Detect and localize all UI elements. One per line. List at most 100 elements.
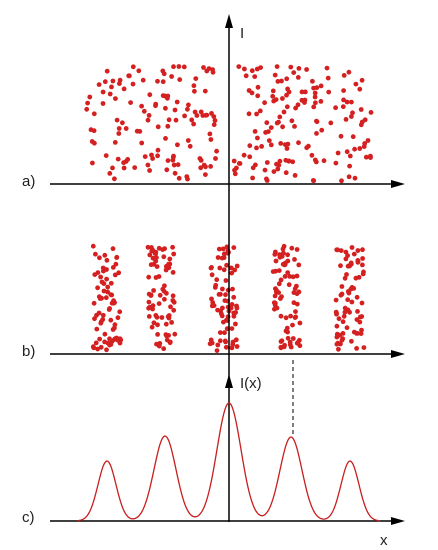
dot [165,158,171,164]
dot [349,285,355,290]
label-a: a) [22,173,35,190]
dot [352,146,357,152]
dot [333,160,339,166]
dot [215,342,221,348]
dot [350,134,356,140]
dot [285,258,291,264]
dot [224,317,229,323]
dot [108,280,114,286]
dot [170,270,176,275]
dot [271,169,277,175]
dot [285,141,291,147]
dot [354,330,359,336]
dot [156,301,162,306]
dot [130,64,136,70]
dot [234,344,240,349]
dot [113,261,119,267]
dot [210,67,216,72]
dot [242,66,247,72]
dot [254,145,259,151]
dot [274,287,279,293]
dot [302,89,308,95]
dot [283,315,289,321]
dot [291,300,297,306]
dot [166,313,172,318]
dot [170,293,176,299]
dot [139,140,145,146]
dot [123,126,129,131]
dot [288,64,294,70]
dot [297,320,303,326]
dot [220,246,226,252]
dot [359,77,365,83]
axis-arrow [391,180,405,188]
dot [355,248,361,253]
dot [285,252,290,258]
dot [349,245,355,250]
dot [254,111,259,117]
dot [277,114,283,120]
dot [148,262,154,268]
dot [97,336,102,342]
dot [214,148,220,154]
dot [264,160,270,165]
dot [295,75,301,80]
dot [272,72,278,78]
dot [318,99,324,104]
dot [107,336,112,342]
dot [113,96,118,101]
dot [266,138,272,144]
dot [340,319,346,325]
dot [274,161,279,167]
dot [292,286,298,292]
dot [268,125,274,130]
dot [233,321,238,327]
dot [284,146,290,151]
dot [342,305,348,311]
dot [220,286,225,292]
dot [100,101,106,106]
dot [341,313,347,319]
dot [109,84,114,90]
dot [107,91,113,97]
dot [359,327,364,333]
dot [362,141,368,146]
dot [155,147,161,153]
dot [255,84,261,90]
dot [277,158,283,164]
particle-dots [84,64,374,353]
dot [116,126,122,131]
dot [102,79,108,85]
dot [313,100,318,106]
dot [132,165,138,171]
dot [153,251,159,257]
dot [185,106,190,112]
dot [319,127,325,133]
dot [257,108,263,114]
dot [280,124,285,130]
dot [250,165,256,171]
dot [341,73,347,78]
dot [338,292,344,298]
dot [107,171,113,176]
dot [346,174,352,180]
dot [282,274,288,279]
dot [104,68,110,74]
dot [294,273,300,279]
dot [333,105,338,111]
dot [214,277,220,283]
dot [284,76,290,82]
dot [102,252,108,258]
dot [141,108,147,114]
dot [96,310,102,316]
dot [211,122,217,128]
dot [225,287,231,293]
intensity-curve [77,402,381,522]
dot [155,78,160,84]
dot [311,178,317,184]
dot [120,120,125,126]
dot [170,298,176,303]
dot [151,288,157,293]
label-c: c) [22,509,35,526]
dot [285,270,291,275]
